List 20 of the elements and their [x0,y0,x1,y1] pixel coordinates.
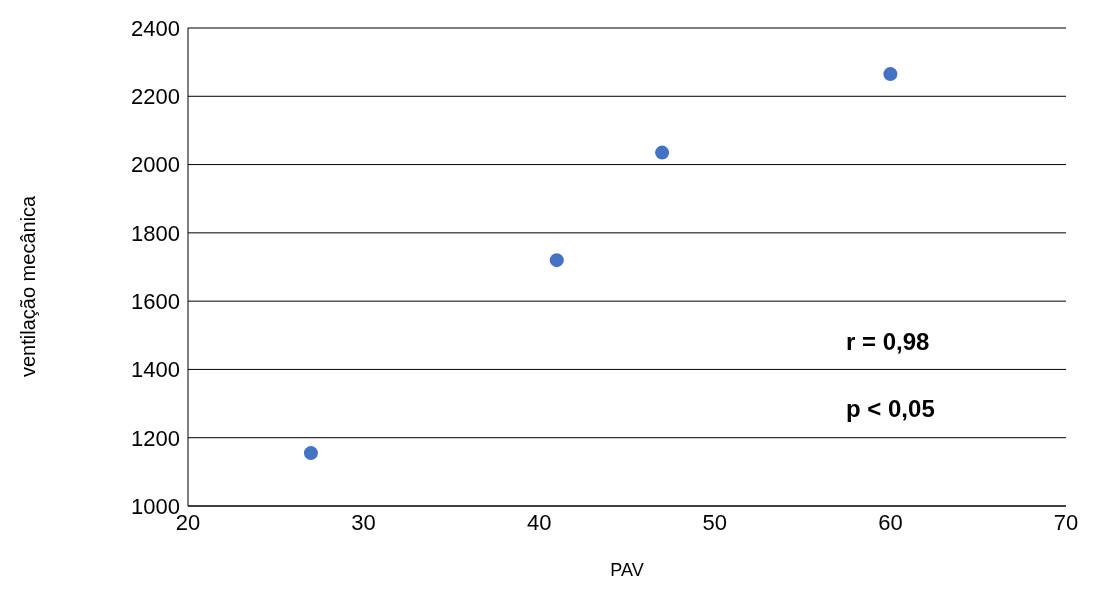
x-tick-label: 70 [1053,509,1079,535]
x-tick-label: 30 [351,509,376,535]
y-tick-label: 1600 [131,288,180,314]
y-tick-label: 1800 [131,220,180,246]
annotation: r = 0,98 [846,328,930,356]
y-tick-label: 2400 [131,15,180,41]
point [549,253,564,268]
y-tick-label: 1200 [131,425,180,451]
x-tick-label: 40 [526,509,552,535]
y-axis-title: ventilação mecânica [17,194,40,377]
y-tick-label: 1400 [131,357,180,383]
annotation: p < 0,05 [846,395,935,423]
x-tick-label: 50 [702,509,728,535]
x-axis-title: PAV [610,560,644,580]
x-tick-label: 60 [878,509,903,535]
point [303,446,318,461]
point [883,67,898,82]
point [655,145,670,160]
y-tick-label: 2000 [131,152,180,178]
y-tick-label: 2200 [131,84,180,110]
